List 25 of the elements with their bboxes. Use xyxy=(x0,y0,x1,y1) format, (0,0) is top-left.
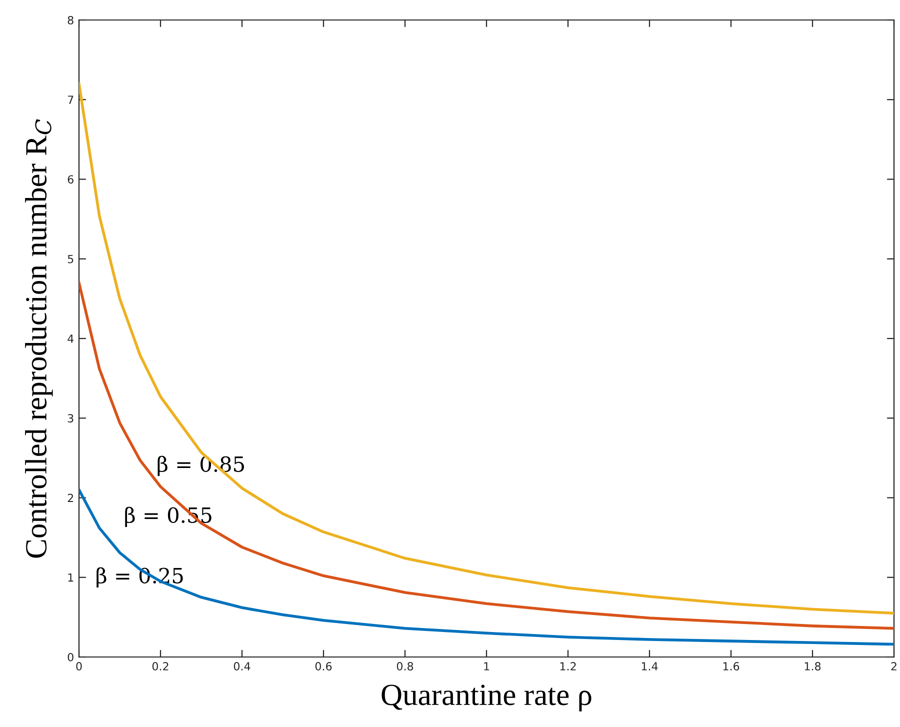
y-tick-label: 0 xyxy=(68,652,74,662)
x-tick-label: 0.6 xyxy=(315,662,332,670)
y-tick-label: 5 xyxy=(68,254,74,264)
y-axis-title: Controlled reproduction number R$_{C}$ xyxy=(25,119,53,558)
x-tick-label: 1.4 xyxy=(642,662,658,670)
line-series xyxy=(79,281,894,630)
x-tick-label: 1 xyxy=(484,662,490,670)
y-tick-label: 4 xyxy=(68,334,74,343)
line-series xyxy=(79,82,894,615)
y-tick-label: 1 xyxy=(68,573,74,582)
x-tick-label: 2 xyxy=(891,662,896,670)
y-tick-label: 7 xyxy=(68,96,74,104)
x-axis-title: Quarantine rate ρ xyxy=(382,684,592,712)
y-tick-label: 2 xyxy=(68,494,74,502)
y-tick-label: 3 xyxy=(68,414,74,423)
line-series xyxy=(79,488,894,646)
x-tick-label: 0.4 xyxy=(234,662,250,670)
y-tick-label: 6 xyxy=(68,175,74,184)
x-tick-label: 0.8 xyxy=(396,662,414,670)
x-tick-label: 1.6 xyxy=(723,662,740,670)
x-tick-label: 1.2 xyxy=(560,662,576,670)
y-tick-label: 8 xyxy=(68,16,74,24)
x-tick-label: 1.8 xyxy=(804,662,821,670)
x-tick-label: 0 xyxy=(76,662,82,670)
x-tick-label: 0.2 xyxy=(152,662,168,670)
